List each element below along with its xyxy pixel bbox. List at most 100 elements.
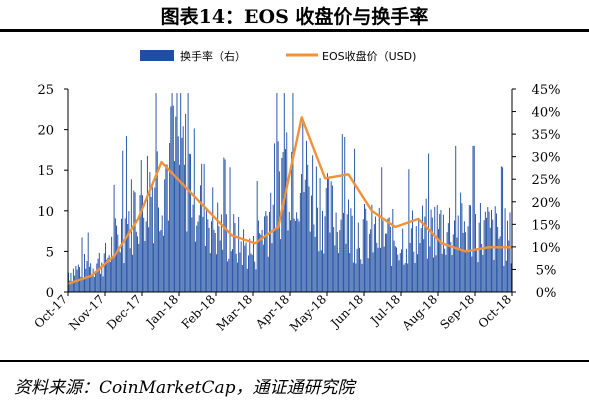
right-tick-label: 10% [532,241,561,256]
turnover-bar [280,239,282,292]
turnover-bar [143,217,145,292]
turnover-bar [211,221,212,292]
turnover-bar [164,179,166,292]
turnover-bar [366,220,368,292]
turnover-bar [361,263,363,292]
turnover-bar [462,232,464,292]
turnover-bar [220,214,222,292]
turnover-bar [219,240,221,292]
turnover-bar [229,167,231,292]
turnover-bar [476,250,478,292]
turnover-bar [495,213,497,292]
turnover-bar [261,229,263,292]
turnover-bar [153,243,155,292]
turnover-bar [121,218,122,292]
turnover-bar [199,185,201,292]
turnover-bar [254,261,256,292]
turnover-bar [308,186,310,292]
x-tick-label: Oct-18 [475,292,514,331]
turnover-bar [441,253,443,292]
turnover-bar [360,259,362,292]
turnover-bar [445,254,447,292]
right-tick-label: 5% [536,263,557,278]
turnover-bar [246,268,248,292]
turnover-bar [204,245,206,292]
turnover-bar [175,116,177,293]
turnover-bar [139,195,141,292]
turnover-bar [145,221,147,292]
turnover-bar [344,137,346,292]
turnover-bar [407,263,409,292]
right-tick-label: 30% [532,151,561,166]
turnover-bar [80,276,82,292]
turnover-bar [499,236,501,292]
turnover-bar [473,145,475,292]
turnover-bar [373,224,375,292]
turnover-bar [388,217,390,292]
turnover-bar [134,192,136,292]
turnover-bar [216,254,217,292]
turnover-bar [271,243,273,292]
turnover-bar [424,216,426,292]
turnover-bar [455,145,457,292]
turnover-bar [180,93,182,292]
turnover-bar [418,220,420,292]
turnover-bar [112,258,114,292]
turnover-bar [165,164,167,292]
turnover-bar [320,250,322,292]
left-tick-label: 15 [37,164,54,179]
turnover-bar [456,237,458,292]
turnover-bar [421,205,423,292]
turnover-bar [251,254,253,292]
turnover-bar [352,262,354,292]
right-tick-label: 45% [532,83,561,98]
turnover-bar [408,169,410,292]
turnover-bar [198,215,200,292]
turnover-bar [417,254,418,292]
turnover-bar [151,186,153,292]
right-tick-label: 20% [532,196,561,211]
turnover-bar [505,260,507,292]
turnover-bar [93,276,95,292]
turnover-bar [148,227,150,292]
turnover-bar [333,227,335,292]
turnover-bar [403,264,405,292]
turnover-bar [431,217,433,292]
turnover-bar [273,143,275,292]
turnover-bar [367,258,369,292]
turnover-bar [463,221,465,292]
turnover-bar [484,211,486,292]
turnover-bar [185,113,187,293]
turnover-bar [314,236,316,292]
turnover-bar [192,204,194,292]
turnover-bar [111,236,113,292]
turnover-bar [259,233,261,292]
turnover-bar [266,215,268,292]
turnover-bar [85,268,87,292]
turnover-bar [253,236,254,292]
turnover-bar [412,210,414,292]
turnover-bar [394,246,396,292]
turnover-bar [497,226,499,292]
turnover-bar [98,252,100,292]
turnover-bar [262,244,264,292]
turnover-bar [202,216,204,292]
turnover-bar [465,232,467,292]
turnover-bar [81,237,83,292]
turnover-bar [213,229,215,292]
turnover-bar [425,198,427,292]
turnover-bar [235,253,237,292]
turnover-bar [507,220,508,292]
turnover-bar [362,219,364,292]
turnover-bar [346,214,348,292]
turnover-bar [103,253,105,292]
turnover-bar [95,271,97,292]
turnover-bar [101,262,103,292]
page-title: 图表14：EOS 收盘价与换手率 [160,6,429,28]
turnover-bar [132,254,134,292]
turnover-bar [75,266,77,292]
turnover-bar [398,260,400,292]
turnover-bar [108,255,110,292]
turnover-bar [509,212,511,292]
